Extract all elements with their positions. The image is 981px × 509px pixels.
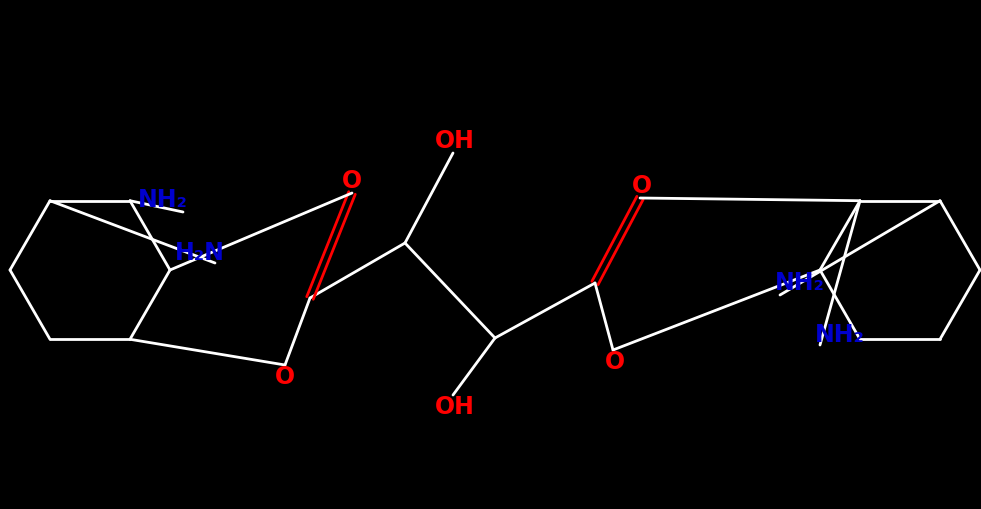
Text: OH: OH [435,129,475,153]
Text: NH₂: NH₂ [775,271,825,295]
Text: OH: OH [435,395,475,419]
Text: NH₂: NH₂ [138,188,188,212]
Text: O: O [605,350,625,374]
Text: O: O [275,365,295,389]
Text: H₂N: H₂N [175,241,225,265]
Text: NH₂: NH₂ [815,323,865,347]
Text: O: O [342,169,362,193]
Text: O: O [632,174,652,198]
